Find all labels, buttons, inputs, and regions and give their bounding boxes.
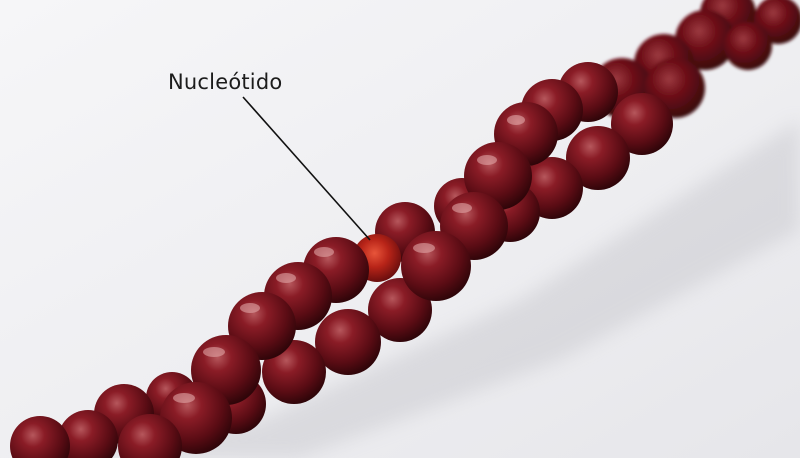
pointer-line (242, 96, 371, 241)
back-strand (10, 62, 673, 458)
nucleotide-label: Nucleótido (168, 70, 283, 94)
strand-shadow (40, 120, 800, 458)
bead-highlights (173, 115, 525, 403)
